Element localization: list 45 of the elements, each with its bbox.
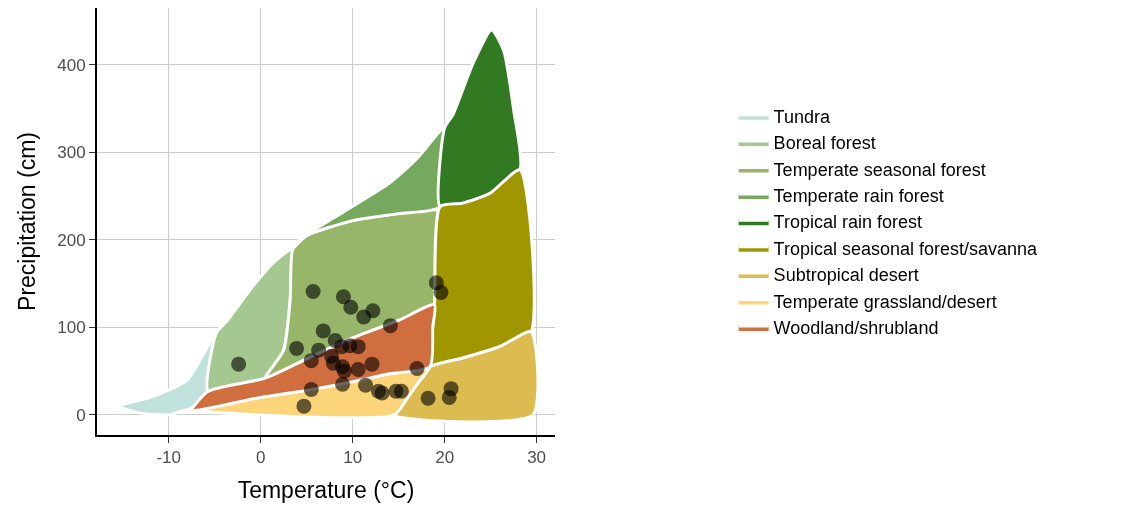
y-tick-label: 300 <box>57 143 86 163</box>
legend-label: Boreal forest <box>773 133 876 154</box>
y-tick-label: 400 <box>57 55 86 75</box>
point <box>311 342 327 358</box>
legend-label: Woodland/shrubland <box>773 317 939 338</box>
point <box>343 299 359 315</box>
y-axis-title: Precipitation (cm) <box>14 132 41 311</box>
point <box>303 382 319 397</box>
point <box>382 318 398 334</box>
point <box>441 389 457 405</box>
point <box>350 339 366 355</box>
point <box>370 383 386 399</box>
y-tick-label: 100 <box>57 318 86 338</box>
legend-label: Temperate grassland/desert <box>773 291 997 312</box>
legend-label: Temperate rain forest <box>773 185 944 206</box>
point <box>358 377 374 393</box>
point <box>303 353 319 369</box>
point <box>289 340 305 356</box>
point <box>365 303 381 319</box>
x-tick-label: 0 <box>255 448 266 468</box>
point <box>433 284 449 300</box>
point <box>335 289 351 305</box>
x-tick-label: 20 <box>435 448 455 468</box>
point <box>305 284 321 299</box>
x-tick-label: 10 <box>343 448 363 468</box>
legend-label: Subtropical desert <box>773 265 919 286</box>
point <box>336 363 352 379</box>
point <box>388 383 404 399</box>
legend-label: Temperate seasonal forest <box>773 159 986 180</box>
x-tick-label: 30 <box>527 448 547 468</box>
point <box>350 361 366 377</box>
point <box>296 398 312 414</box>
x-axis-title: Temperature (°C) <box>237 476 415 503</box>
legend-label: Tropical seasonal forest/savanna <box>773 238 1039 259</box>
point <box>364 356 380 372</box>
point <box>420 390 436 406</box>
point <box>409 361 425 376</box>
point <box>315 323 331 339</box>
point <box>335 376 351 392</box>
point <box>231 356 247 372</box>
y-tick-label: 200 <box>57 230 86 250</box>
x-tick-label: -10 <box>156 448 182 468</box>
y-tick-label: 0 <box>76 405 86 425</box>
legend-label: Tropical rain forest <box>773 212 923 233</box>
legend-label: Tundra <box>773 106 831 127</box>
